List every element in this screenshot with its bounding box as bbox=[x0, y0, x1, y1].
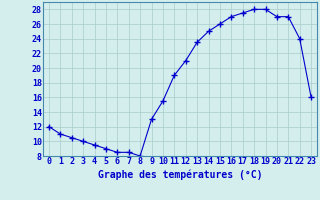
X-axis label: Graphe des températures (°C): Graphe des températures (°C) bbox=[98, 169, 262, 180]
